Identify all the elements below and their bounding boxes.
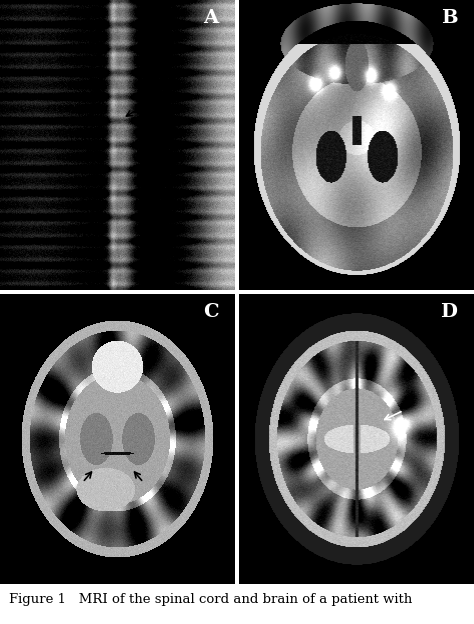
Text: Figure 1   MRI of the spinal cord and brain of a patient with: Figure 1 MRI of the spinal cord and brai… <box>9 593 413 607</box>
Text: A: A <box>203 9 219 27</box>
Text: C: C <box>203 303 219 321</box>
Text: D: D <box>440 303 457 321</box>
Text: B: B <box>441 9 457 27</box>
